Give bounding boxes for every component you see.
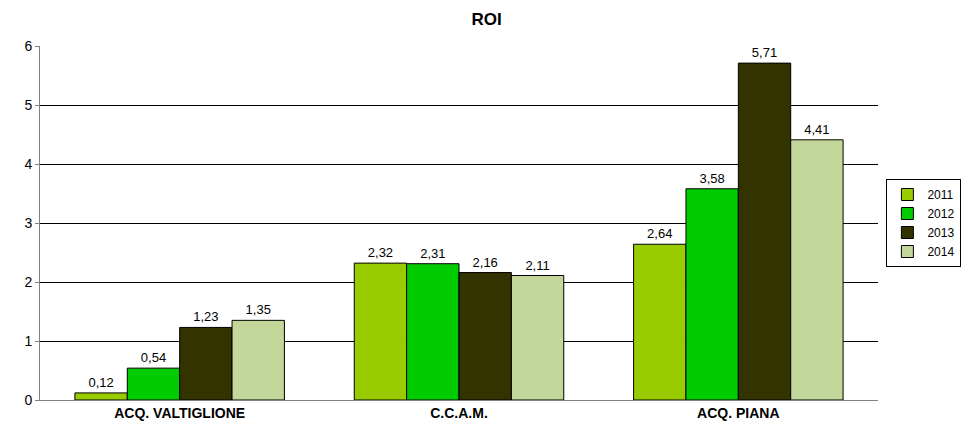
svg-text:2,31: 2,31	[420, 246, 445, 261]
svg-text:ACQ. PIANA: ACQ. PIANA	[697, 405, 779, 421]
svg-text:2,64: 2,64	[647, 226, 672, 241]
svg-text:4: 4	[24, 156, 32, 172]
svg-text:3,58: 3,58	[699, 171, 724, 186]
svg-text:ROI: ROI	[471, 10, 501, 29]
svg-text:2013: 2013	[927, 226, 954, 240]
svg-text:0: 0	[24, 392, 32, 408]
svg-text:1,35: 1,35	[246, 302, 271, 317]
svg-text:2011: 2011	[927, 188, 953, 202]
svg-text:5,71: 5,71	[752, 45, 777, 60]
svg-text:2,32: 2,32	[368, 245, 393, 260]
svg-text:3: 3	[24, 215, 32, 231]
svg-text:0,12: 0,12	[88, 375, 113, 390]
svg-text:0,54: 0,54	[141, 350, 166, 365]
svg-text:6: 6	[24, 38, 32, 54]
svg-text:2,16: 2,16	[473, 255, 498, 270]
svg-text:2012: 2012	[927, 207, 954, 221]
svg-text:4,41: 4,41	[804, 122, 829, 137]
svg-text:2014: 2014	[927, 245, 954, 259]
svg-text:C.C.A.M.: C.C.A.M.	[430, 405, 488, 421]
svg-text:2,11: 2,11	[525, 258, 549, 273]
svg-text:ACQ. VALTIGLIONE: ACQ. VALTIGLIONE	[114, 405, 245, 421]
svg-text:1,23: 1,23	[193, 309, 218, 324]
svg-text:1: 1	[24, 333, 32, 349]
svg-text:2: 2	[24, 274, 32, 290]
svg-text:5: 5	[24, 97, 32, 113]
